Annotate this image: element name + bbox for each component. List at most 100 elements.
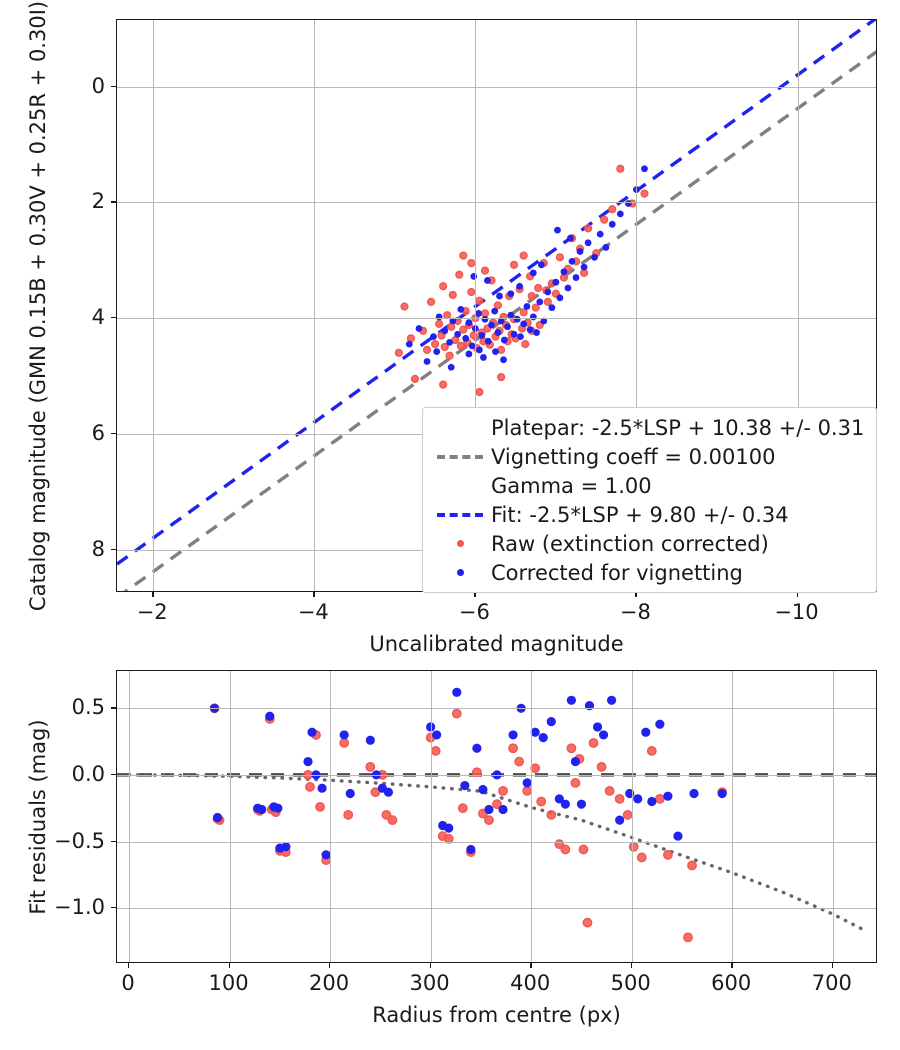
data-point: [566, 695, 576, 705]
data-point: [636, 852, 647, 863]
data-point: [459, 325, 468, 334]
data-point: [552, 278, 560, 286]
data-point: [584, 224, 593, 233]
gridline-vertical: [314, 20, 316, 591]
data-point: [517, 333, 524, 340]
data-point: [522, 785, 533, 796]
data-point: [449, 317, 457, 325]
data-point: [435, 319, 444, 328]
data-point: [311, 770, 321, 780]
legend-label-platepar: Platepar: -2.5*LSP + 10.38 +/- 0.31: [491, 415, 865, 440]
bottom-y-axis-title: Fit residuals (mag): [26, 718, 50, 915]
gridline-horizontal: [117, 708, 876, 710]
data-point: [596, 230, 604, 238]
data-point: [600, 215, 609, 224]
gridline-vertical: [732, 671, 734, 962]
data-point: [439, 282, 448, 291]
data-point: [433, 348, 441, 356]
data-point: [616, 210, 624, 218]
data-point: [646, 746, 657, 756]
data-point: [447, 363, 455, 371]
data-point: [452, 687, 462, 697]
data-point: [426, 297, 436, 306]
data-point: [616, 164, 625, 173]
data-point: [570, 756, 581, 767]
data-point: [536, 796, 547, 807]
data-point: [559, 273, 569, 282]
y-tick-mark: [111, 432, 116, 435]
x-tick-mark: [128, 963, 130, 968]
data-point: [543, 297, 552, 306]
gridline-horizontal: [117, 774, 876, 776]
data-point: [540, 317, 548, 325]
series-corrected: [405, 165, 648, 371]
data-point: [496, 292, 503, 300]
data-point: [554, 794, 564, 804]
data-point: [628, 841, 639, 852]
data-point: [493, 301, 503, 310]
data-point: [624, 200, 632, 207]
data-point: [576, 799, 587, 809]
data-point: [443, 833, 454, 844]
x-tick-label: −4: [297, 600, 329, 624]
top-y-axis-title: Catalog magnitude (GMN 0.15B + 0.30V + 0…: [26, 0, 50, 611]
data-point: [582, 917, 593, 928]
gridline-vertical: [797, 20, 799, 591]
data-point: [509, 260, 519, 269]
y-tick-label: 0.0: [71, 761, 105, 786]
data-point: [564, 284, 572, 292]
data-point: [533, 329, 540, 336]
data-point: [598, 730, 609, 740]
data-point: [465, 350, 473, 358]
data-point: [516, 282, 524, 290]
top-x-axis-title: Uncalibrated magnitude: [369, 632, 624, 656]
chart-legend: Platepar: -2.5*LSP + 10.38 +/- 0.31 Vign…: [422, 407, 877, 593]
data-point: [538, 732, 548, 743]
data-point: [212, 812, 223, 823]
chart-line: [117, 20, 876, 566]
gridline-vertical: [153, 20, 155, 591]
data-point: [475, 296, 484, 305]
data-point: [451, 708, 462, 719]
legend-key-corrected: [429, 558, 491, 587]
data-point: [530, 763, 541, 774]
gridline-vertical: [229, 671, 231, 962]
data-point: [478, 784, 488, 795]
data-point: [554, 226, 561, 234]
data-point: [371, 770, 381, 780]
y-tick-label: 8: [91, 536, 105, 561]
data-point: [526, 326, 534, 334]
data-point: [472, 743, 482, 753]
blue-dot-icon: [456, 569, 464, 576]
data-point: [531, 303, 540, 312]
data-point: [406, 334, 416, 343]
legend-key-platepar: [429, 413, 491, 442]
data-point: [687, 860, 697, 871]
x-tick-label: 200: [309, 971, 350, 995]
data-point: [537, 261, 545, 269]
data-point: [488, 321, 495, 329]
x-tick-mark: [731, 963, 733, 968]
data-point: [387, 815, 398, 826]
data-point: [492, 770, 502, 780]
data-point: [570, 777, 581, 788]
data-point: [641, 727, 651, 737]
y-tick-mark: [111, 85, 116, 87]
data-point: [529, 313, 537, 321]
data-point: [400, 302, 409, 311]
data-point: [491, 307, 499, 315]
data-point: [579, 268, 589, 278]
x-tick-mark: [635, 592, 637, 597]
series-raw: [209, 703, 728, 943]
data-point: [339, 730, 349, 740]
data-point: [608, 205, 617, 214]
data-point: [580, 263, 588, 271]
red-dot-icon: [456, 540, 464, 547]
data-point: [467, 258, 476, 268]
data-point: [454, 330, 462, 338]
data-point: [475, 346, 483, 354]
data-point: [484, 277, 491, 284]
data-point: [534, 283, 543, 293]
data-point: [468, 342, 476, 350]
data-point: [430, 340, 440, 349]
